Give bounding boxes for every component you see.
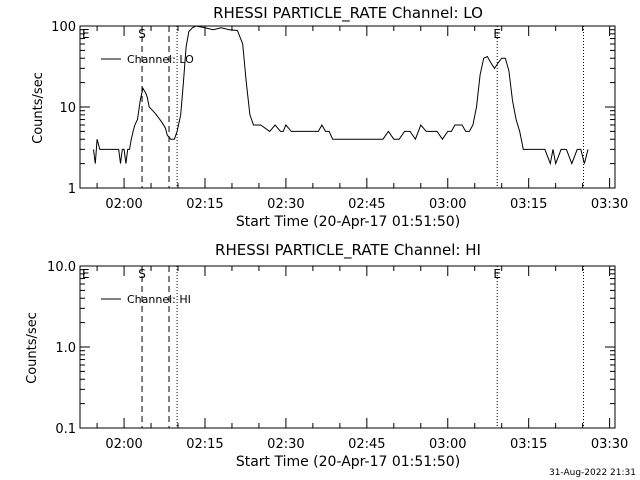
y-tick-label: 10.0 bbox=[47, 260, 76, 275]
axis-ticks-hi: 02:00 02:15 02:30 02:45 03:00 03:15 03:30 0.1 1.… bbox=[47, 260, 628, 452]
event-marker-label: E bbox=[82, 267, 90, 281]
x-tick-label: 03:30 bbox=[591, 437, 628, 452]
panel-lo: RHESSI PARTICLE_RATE Channel: LO Start T… bbox=[31, 4, 628, 230]
x-tick-label: 02:15 bbox=[186, 197, 223, 212]
legend-hi: Channel: HI bbox=[101, 293, 191, 306]
x-axis-label-lo: Start Time (20-Apr-17 01:51:50) bbox=[236, 214, 460, 230]
x-tick-label: 03:00 bbox=[429, 437, 466, 452]
legend-lo: Channel: LO bbox=[101, 53, 194, 66]
x-tick-label: 02:00 bbox=[105, 197, 142, 212]
x-tick-label: 02:30 bbox=[267, 437, 304, 452]
x-tick-label: 02:45 bbox=[348, 197, 385, 212]
x-tick-label: 02:00 bbox=[105, 437, 142, 452]
x-tick-label: 03:15 bbox=[510, 197, 547, 212]
legend-label-lo: Channel: LO bbox=[127, 53, 194, 66]
event-marker-label: E bbox=[82, 27, 90, 41]
x-axis-label-hi: Start Time (20-Apr-17 01:51:50) bbox=[236, 454, 460, 470]
x-tick-label: 02:30 bbox=[267, 197, 304, 212]
y-tick-label: 1.0 bbox=[55, 341, 76, 356]
y-axis-label-hi: Counts/sec bbox=[25, 312, 40, 384]
x-tick-label: 03:30 bbox=[591, 197, 628, 212]
chart-title-lo: RHESSI PARTICLE_RATE Channel: LO bbox=[213, 4, 483, 23]
event-marker-label: S bbox=[138, 267, 146, 281]
y-tick-label: 1 bbox=[68, 182, 76, 197]
chart-title-hi: RHESSI PARTICLE_RATE Channel: HI bbox=[215, 241, 481, 260]
event-marker-label: S bbox=[138, 27, 146, 41]
y-tick-label: 0.1 bbox=[55, 422, 76, 437]
x-tick-label: 03:00 bbox=[429, 197, 466, 212]
x-tick-label: 02:15 bbox=[186, 437, 223, 452]
event-marker-label: E bbox=[493, 27, 501, 41]
x-tick-label: 02:45 bbox=[348, 437, 385, 452]
x-tick-label: 03:15 bbox=[510, 437, 547, 452]
y-axis-label-lo: Counts/sec bbox=[31, 72, 46, 144]
legend-label-hi: Channel: HI bbox=[127, 293, 191, 306]
plot-frame-hi bbox=[79, 265, 616, 429]
y-tick-label: 100 bbox=[51, 20, 76, 35]
series-line-channel-lo bbox=[93, 25, 589, 166]
y-tick-label: 10 bbox=[59, 101, 76, 116]
panel-hi: RHESSI PARTICLE_RATE Channel: HI Start T… bbox=[25, 241, 628, 470]
plot-frame-lo bbox=[79, 25, 616, 189]
footer-timestamp: 31-Aug-2022 21:31 bbox=[549, 468, 636, 478]
event-marker-label: E bbox=[493, 267, 501, 281]
axis-ticks-lo: 02:00 02:15 02:30 02:45 03:00 03:15 03:30 1 10 10… bbox=[51, 20, 628, 212]
